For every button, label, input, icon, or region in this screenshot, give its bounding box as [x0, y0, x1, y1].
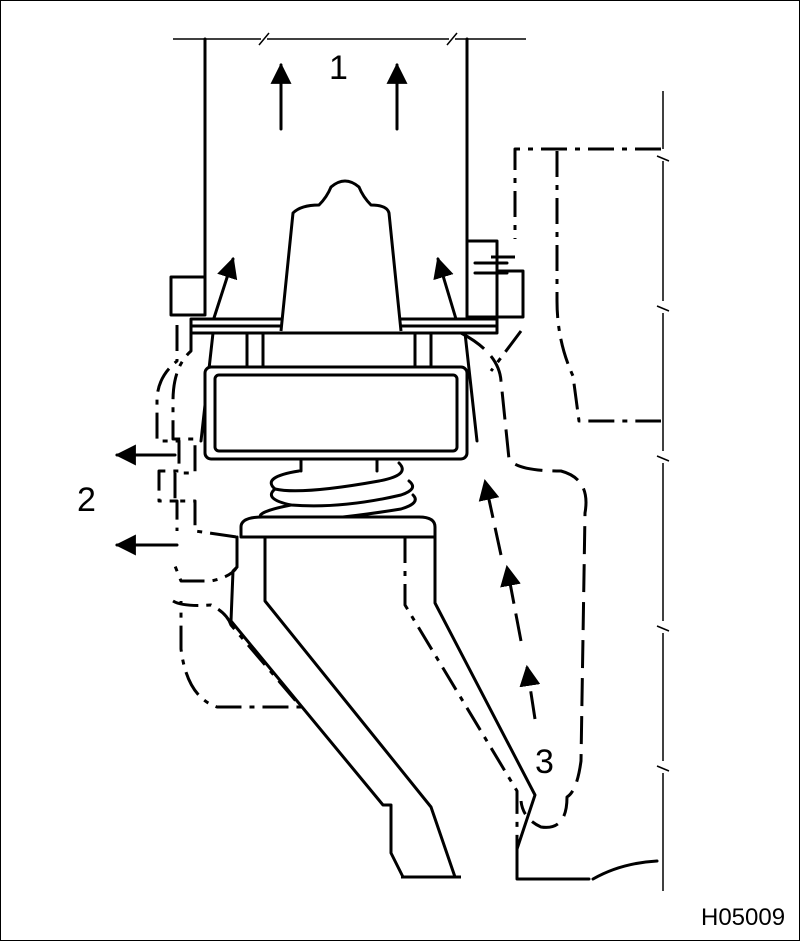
- thermostat-spring: [258, 457, 417, 523]
- engine-block-outline: [513, 147, 661, 423]
- thermostat-bulb: [279, 179, 403, 332]
- flange-bolts: [169, 239, 525, 319]
- right-break-line: [656, 91, 670, 891]
- spring-seat: [239, 515, 437, 539]
- inlet-pipe: [229, 535, 591, 881]
- top-break-line: [173, 32, 526, 46]
- thermostat-body: [203, 365, 469, 461]
- left-housing: [155, 325, 303, 709]
- callout-1: 1: [329, 49, 348, 87]
- bypass-outlet-arrows: [114, 444, 179, 556]
- right-housing: [460, 255, 659, 881]
- callout-2: 2: [77, 481, 96, 519]
- figure-code: H05009: [701, 904, 785, 931]
- callout-3: 3: [535, 743, 554, 781]
- inlet-flow-arrows: [478, 478, 541, 720]
- outlet-flow-arrows: [211, 62, 458, 323]
